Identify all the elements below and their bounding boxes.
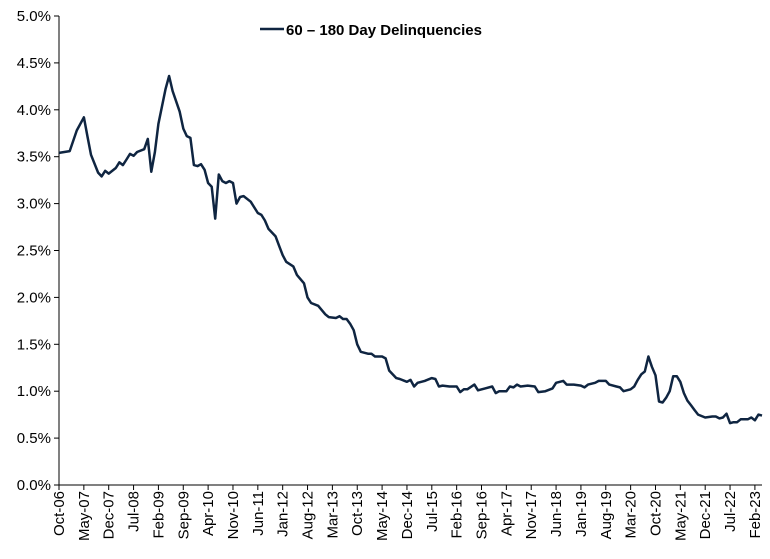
x-tick-label: Jan-12 [275, 491, 292, 537]
x-tick-label: Sep-16 [474, 491, 491, 539]
x-tick-label: Mar-13 [324, 491, 341, 539]
series-layer [58, 74, 763, 425]
x-tick-label: Jun-11 [250, 491, 267, 536]
x-tick-label: Sep-09 [175, 491, 192, 539]
legend: 60 – 180 Day Delinquencies [260, 22, 482, 39]
x-tick-label: Aug-19 [598, 491, 615, 539]
x-tick-label: Oct-20 [647, 491, 664, 536]
y-tick-label: 2.5% [17, 243, 51, 260]
x-tick-label: Dec-21 [697, 491, 714, 539]
x-tick-label: Oct-06 [51, 491, 68, 536]
x-tick-label: Dec-14 [399, 491, 416, 539]
x-tick-label: Aug-12 [300, 491, 317, 539]
y-tick-label: 0.0% [17, 477, 51, 494]
y-tick-label: 3.0% [17, 196, 51, 213]
x-tick-label: Apr-10 [200, 491, 217, 536]
x-tick-label: Feb-23 [747, 491, 764, 539]
x-tick-label: Mar-20 [623, 491, 640, 539]
y-tick-label: 1.0% [17, 383, 51, 400]
legend-label: 60 – 180 Day Delinquencies [286, 22, 482, 39]
x-tick-label: May-07 [76, 491, 93, 541]
y-axis: 0.0% 0.5% 1.0% 1.5% 2.0% 2.5% 3.0% 3.5% 4.0% 4.5%… [17, 8, 60, 494]
x-tick-label: Nov-10 [225, 491, 242, 539]
x-tick-label: Jun-18 [548, 491, 565, 537]
x-axis: Oct-06 May-07 Dec-07 Jul-08 Feb-09 Sep-09 Apr-… [51, 484, 764, 541]
y-tick-label: 2.0% [17, 289, 51, 306]
x-tick-label: Jul-15 [424, 491, 441, 532]
y-tick-label: 3.5% [17, 149, 51, 166]
x-tick-label: May-14 [374, 491, 391, 541]
y-tick-label: 4.0% [17, 102, 51, 119]
x-tick-label: Jan-19 [573, 491, 590, 537]
x-tick-label: Jul-08 [126, 491, 143, 532]
y-tick-label: 0.5% [17, 430, 51, 447]
y-tick-label: 1.5% [17, 336, 51, 353]
x-tick-label: Feb-09 [150, 491, 167, 539]
x-tick-label: Oct-13 [349, 491, 366, 536]
y-tick-label: 4.5% [17, 55, 51, 72]
series-line [58, 74, 763, 425]
x-tick-label: Dec-07 [101, 491, 118, 539]
x-tick-label: May-21 [672, 491, 689, 541]
x-tick-label: Feb-16 [449, 491, 466, 539]
y-tick-label: 5.0% [17, 8, 51, 25]
x-tick-label: Apr-17 [498, 491, 515, 536]
x-tick-label: Nov-17 [523, 491, 540, 539]
x-tick-label: Jul-22 [722, 491, 739, 532]
